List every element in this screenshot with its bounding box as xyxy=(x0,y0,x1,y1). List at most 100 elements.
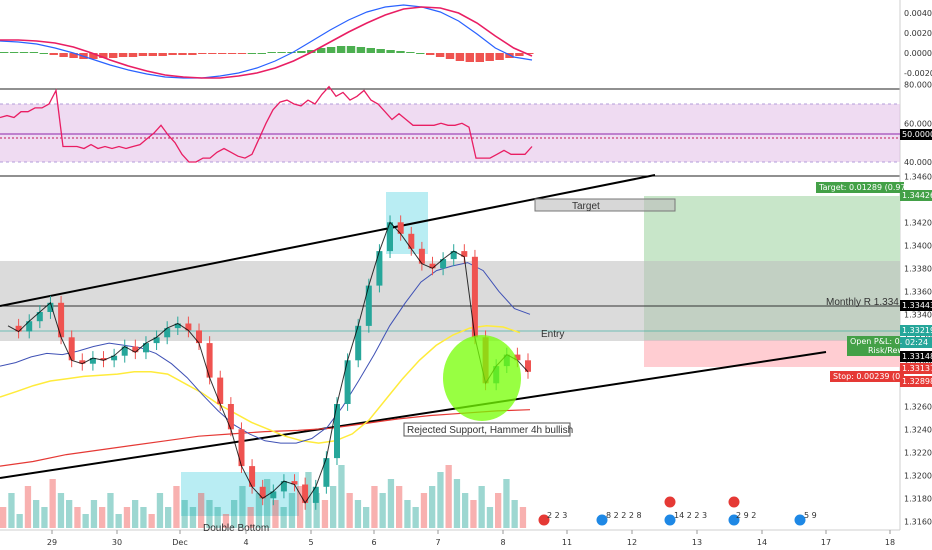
volume-bar xyxy=(478,486,485,528)
candle-body xyxy=(312,486,319,503)
volume-bar xyxy=(503,479,510,528)
price-tick-label: 1.32000 xyxy=(904,471,932,480)
macd-histogram-bar xyxy=(435,53,445,57)
volume-bar xyxy=(453,479,461,528)
target-tag[interactable] xyxy=(816,182,904,193)
moving-average-long xyxy=(0,409,531,467)
volume-bar xyxy=(189,507,197,528)
time-tick-label: Dec xyxy=(172,538,187,547)
candle-body xyxy=(68,337,75,361)
price-tick-label: 1.31800 xyxy=(904,494,932,503)
event-flag-icon[interactable] xyxy=(663,513,677,527)
volume-bar xyxy=(354,500,362,528)
price-panel[interactable]: Target Entry Monthly R 1.334 Rejected Su… xyxy=(0,129,932,547)
volume-bar xyxy=(165,507,172,528)
volume-bar xyxy=(123,507,131,528)
candle-body xyxy=(365,285,372,326)
volume-bars xyxy=(0,465,527,528)
macd-histogram-bar xyxy=(356,47,366,53)
candle-body xyxy=(514,354,521,361)
open-pl-text: Open P&L: 0. xyxy=(850,337,902,346)
price-tick-label: 1.32600 xyxy=(904,402,932,411)
macd-histogram-bar xyxy=(19,52,29,53)
candle-body xyxy=(217,377,224,404)
stop-level-text: 1.32898 xyxy=(902,377,932,386)
macd-histogram-bar xyxy=(515,53,524,56)
volume-bar xyxy=(99,507,106,528)
macd-histogram-bar xyxy=(29,52,39,53)
event-flag-icon[interactable] xyxy=(537,513,551,527)
price-tags[interactable]: Target: 0.01289 (0.97 1.34426 1.33443 1.… xyxy=(816,129,932,387)
candle-body xyxy=(355,325,362,361)
rsi-panel[interactable]: 80.0000 60.0000 40.0000 xyxy=(0,81,932,167)
macd-histogram-bar xyxy=(178,53,187,55)
candle-body xyxy=(100,358,107,361)
macd-axis: 0.0040 0.0020 0.0000 -0.0020 xyxy=(904,9,932,78)
volume-bar xyxy=(462,493,469,528)
candle-body xyxy=(408,233,415,249)
risk-reward-text: Risk/Rew xyxy=(868,346,904,355)
candle-body xyxy=(47,302,54,312)
time-tick-label: 29 xyxy=(47,538,57,547)
macd-histogram-bar xyxy=(445,53,455,59)
volume-bar xyxy=(321,500,329,528)
macd-histogram-bar xyxy=(495,53,504,60)
candle-body xyxy=(280,481,287,492)
volume-bar xyxy=(264,479,271,528)
open-pl-tag[interactable] xyxy=(847,336,900,356)
macd-histogram-bar xyxy=(0,52,9,53)
support-label-box[interactable]: Rejected Support, Hammer 4h bullish xyxy=(403,422,573,437)
volume-bar xyxy=(66,500,73,528)
event-flag-icon[interactable] xyxy=(793,513,807,527)
event-flag-icon[interactable] xyxy=(663,495,677,509)
event-flag-icon[interactable] xyxy=(595,513,609,527)
macd-histogram-bar xyxy=(465,53,474,62)
macd-histogram-bar xyxy=(277,52,286,53)
volume-bar xyxy=(297,486,304,528)
upper-trendline xyxy=(0,174,656,307)
macd-histogram-bar xyxy=(317,48,326,53)
candle-body xyxy=(471,256,478,338)
candle-body xyxy=(344,360,351,404)
event-badge: 2 2 3 xyxy=(547,511,567,520)
candle-body xyxy=(249,466,256,487)
volume-bar xyxy=(396,486,403,528)
volume-bar xyxy=(313,493,320,528)
macd-panel[interactable]: 0.0040 0.0020 0.0000 -0.0020 xyxy=(0,4,932,79)
event-flag-icon[interactable] xyxy=(727,513,741,527)
macd-histogram-bar xyxy=(485,53,494,61)
macd-histogram-bar xyxy=(376,49,385,53)
time-tick-label: 12 xyxy=(627,538,637,547)
candle-body xyxy=(450,251,457,260)
candle-body xyxy=(418,248,425,264)
event-flag-icon[interactable] xyxy=(727,495,741,509)
volume-bar xyxy=(41,507,48,528)
macd-histogram-bar xyxy=(188,53,197,55)
monthly-level-tag xyxy=(900,300,932,311)
macd-histogram-bar xyxy=(406,52,415,53)
macd-histogram-bar xyxy=(525,53,534,54)
stop-tag[interactable] xyxy=(830,371,904,382)
candle-body xyxy=(196,330,202,344)
candle-body xyxy=(376,251,383,286)
candle-body xyxy=(206,343,213,378)
event-badges[interactable]: 2 2 3 8 2 2 2 8 14 2 2 3 2 9 2 5 9 xyxy=(537,495,817,527)
stop-level-tag xyxy=(900,376,932,387)
resistance-zone xyxy=(0,261,900,341)
stop-tag-text: Stop: 0.00239 (0. xyxy=(833,372,903,381)
macd-histogram-bar xyxy=(426,53,435,55)
time-tick-label: 11 xyxy=(562,538,572,547)
volume-bar xyxy=(247,507,254,528)
monthly-level-text: 1.33443 xyxy=(902,301,932,310)
macd-histogram-bar xyxy=(138,53,148,56)
volume-bar xyxy=(24,486,32,528)
volume-bar xyxy=(148,514,155,528)
target-label-box[interactable]: Target xyxy=(534,198,676,212)
macd-tick-label: -0.0020 xyxy=(904,69,932,78)
volume-bar xyxy=(272,500,279,528)
volume-bar xyxy=(280,507,287,528)
target-level-text: 1.34426 xyxy=(902,191,932,200)
volume-bar xyxy=(231,500,238,528)
candle-body xyxy=(387,222,393,252)
